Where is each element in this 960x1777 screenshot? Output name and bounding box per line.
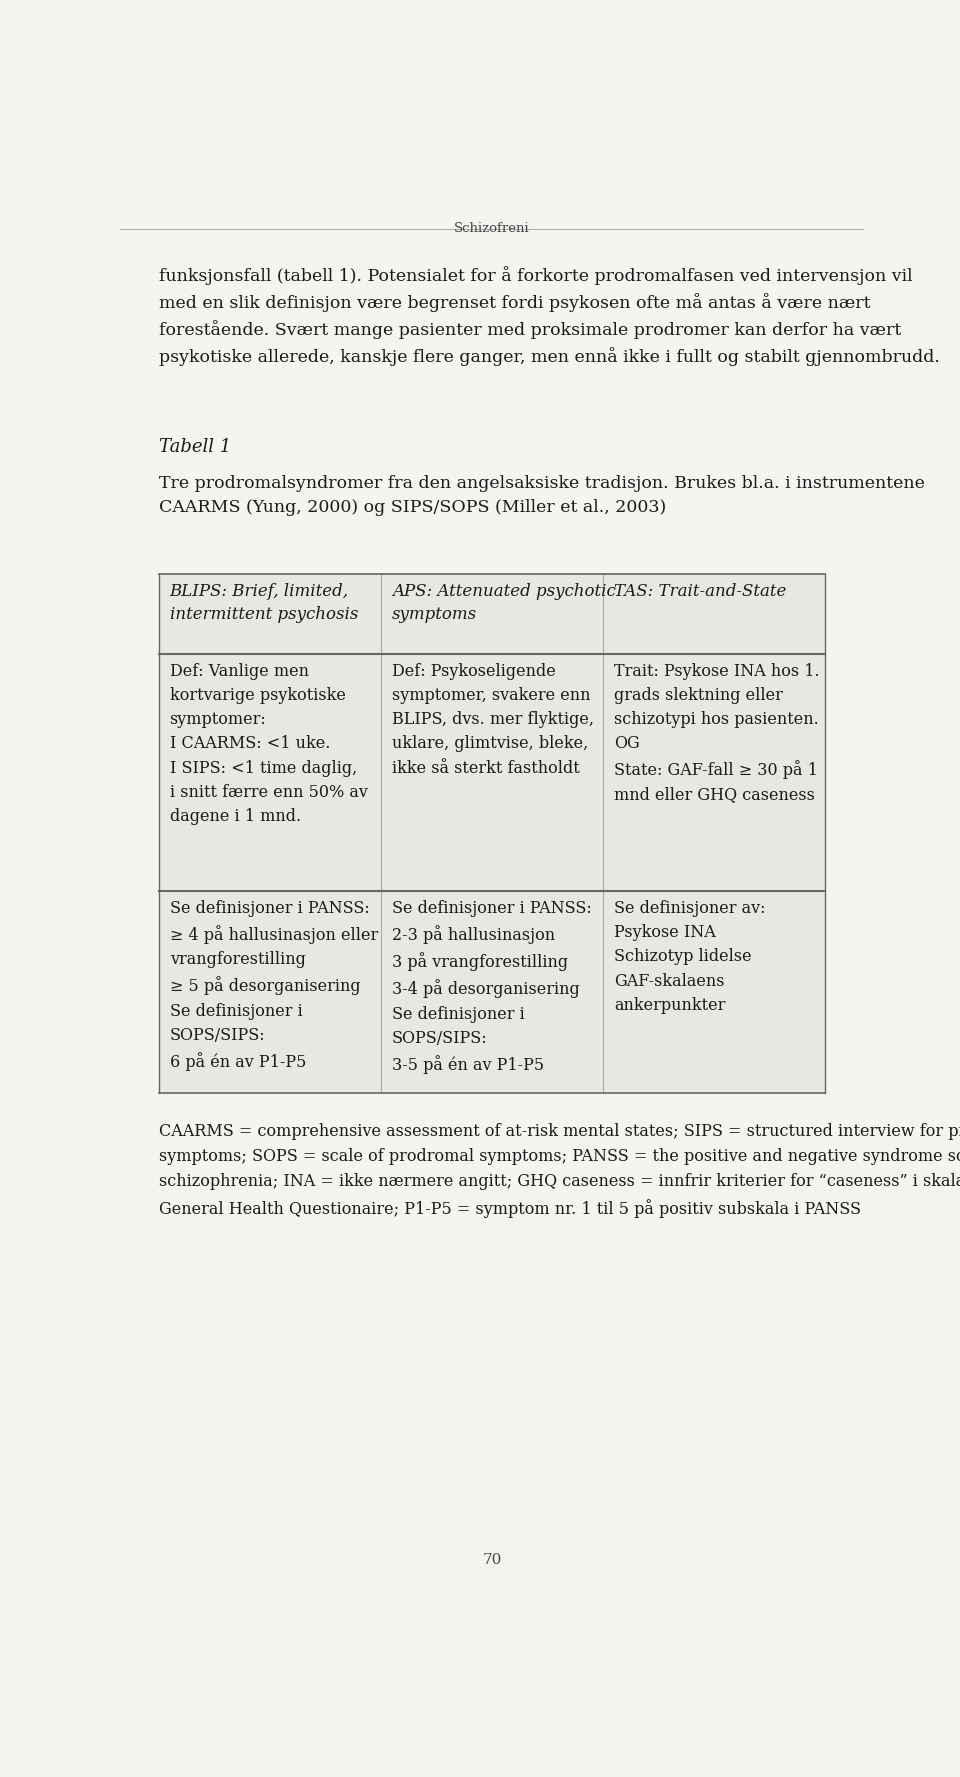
Bar [158,574,826,1093]
Text: Trait: Psykose INA hos 1.
grads slektning eller
schizotypi hos pasienten.
OG
Sta: Trait: Psykose INA hos 1. grads slektnin… [614,663,820,803]
Text: Se definisjoner i PANSS:
2-3 på hallusinasjon
3 på vrangforestilling
3-4 på deso: Se definisjoner i PANSS: 2-3 på hallusin… [392,901,591,1073]
Text: TAS: Trait-and-State: TAS: Trait-and-State [614,583,786,601]
Text: 70: 70 [482,1553,502,1567]
Text: Se definisjoner i PANSS:
≥ 4 på hallusinasjon eller
vrangforestilling
≥ 5 på des: Se definisjoner i PANSS: ≥ 4 på hallusin… [170,901,378,1072]
Text: Se definisjoner av:
Psykose INA
Schizotyp lidelse
GAF-skalaens
ankerpunkter: Se definisjoner av: Psykose INA Schizoty… [614,901,765,1013]
Text: Def: Psykoseligende
symptomer, svakere enn
BLIPS, dvs. mer flyktige,
uklare, gli: Def: Psykoseligende symptomer, svakere e… [392,663,594,777]
Text: Schizofreni: Schizofreni [454,222,530,235]
Text: APS: Attenuated psychotic
symptoms: APS: Attenuated psychotic symptoms [392,583,615,624]
Text: Tre prodromalsyndromer fra den angelsaksiske tradisjon. Brukes bl.a. i instrumen: Tre prodromalsyndromer fra den angelsaks… [158,474,924,515]
Text: Tabell 1: Tabell 1 [158,439,231,457]
Text: CAARMS = comprehensive assessment of at-risk mental states; SIPS = structured in: CAARMS = comprehensive assessment of at-… [158,1123,960,1217]
Text: Def: Vanlige men
kortvarige psykotiske
symptomer:
I CAARMS: <1 uke.
I SIPS: <1 t: Def: Vanlige men kortvarige psykotiske s… [170,663,368,825]
Text: BLIPS: Brief, limited,
intermittent psychosis: BLIPS: Brief, limited, intermittent psyc… [170,583,358,624]
Text: funksjonsfall (tabell 1). Potensialet for å forkorte prodromalfasen ved interven: funksjonsfall (tabell 1). Potensialet fo… [158,265,940,366]
